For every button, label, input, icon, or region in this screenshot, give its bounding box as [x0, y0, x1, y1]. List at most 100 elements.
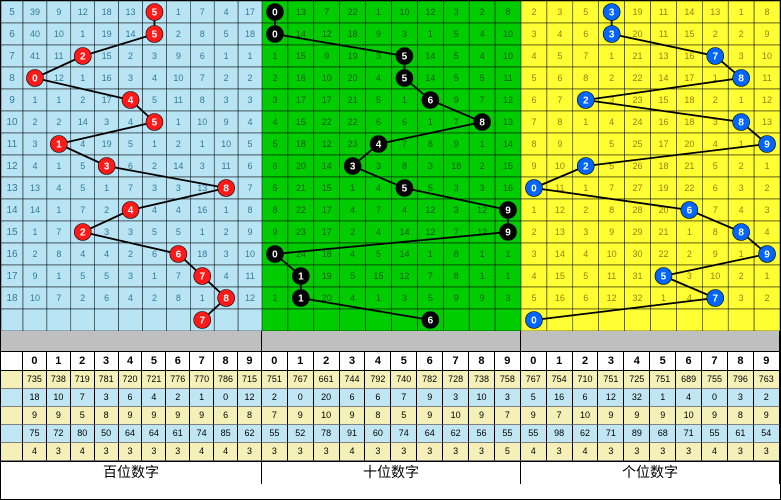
cell-value: 3	[428, 161, 433, 171]
cell-value: 1	[176, 7, 181, 17]
cell-value: 3	[557, 7, 562, 17]
cell-value: 8	[609, 205, 614, 215]
cell-value: 1	[272, 51, 277, 61]
cell-value: 16	[197, 205, 207, 215]
cell-value: 16	[296, 73, 306, 83]
tens-panel: 1372211012328141218931541011591931454102…	[262, 1, 521, 331]
stats-cell: 74	[391, 425, 417, 443]
cell-value: 9	[454, 293, 459, 303]
cell-value: 2	[32, 117, 37, 127]
cell-value: 6	[200, 51, 205, 61]
stats-cell: 3	[142, 443, 166, 461]
cell-value: 1	[506, 271, 511, 281]
stats-cell: 3	[166, 443, 190, 461]
stats-cell: 3	[119, 443, 143, 461]
cell-value: 19	[348, 51, 358, 61]
stats-cell: 6	[340, 389, 366, 407]
stats-cell: 8	[238, 407, 262, 425]
stats-row-1: 18107364210122020667931035166123214032	[1, 389, 780, 407]
stats-cell: 3	[47, 443, 71, 461]
cell-value: 26	[633, 161, 643, 171]
cell-value: 18	[684, 117, 694, 127]
stats-cell: 9	[754, 407, 780, 425]
cell-value: 1	[506, 249, 511, 259]
stats-cell: 0	[702, 389, 728, 407]
stats-cell: 12	[598, 389, 624, 407]
cell-value: 1	[739, 7, 744, 17]
cell-value: 2	[713, 95, 718, 105]
stats-cell: 6	[214, 407, 238, 425]
cell-value: 4	[128, 293, 133, 303]
stats-cell: 0	[214, 389, 238, 407]
cell-value: 3	[480, 183, 485, 193]
row-index: 6	[9, 29, 15, 40]
cell-value: 7	[248, 183, 253, 193]
stats-cell: 781	[95, 371, 119, 389]
stats-cell: 10	[443, 407, 469, 425]
cell-value: 8	[248, 205, 253, 215]
stats-cell: 796	[728, 371, 754, 389]
cell-value: 16	[555, 293, 565, 303]
cell-value: 10	[607, 249, 617, 259]
stats-cell: 7	[71, 389, 95, 407]
cell-value: 1	[480, 249, 485, 259]
cell-value: 3	[152, 183, 157, 193]
cell-value: 9	[454, 95, 459, 105]
cell-value: 11	[245, 271, 254, 281]
stats-cell: 72	[47, 425, 71, 443]
stats-cell: 5	[391, 407, 417, 425]
cell-value: 3	[531, 249, 536, 259]
cell-value: 6	[272, 161, 277, 171]
stats-cell: 689	[676, 371, 702, 389]
stats-row-3: 7572805064646174856255527891607464625655…	[1, 425, 780, 443]
cell-value: 12	[425, 7, 435, 17]
cell-value: 7	[200, 73, 205, 83]
stats-cell: 751	[262, 371, 288, 389]
stats-cell: 5	[71, 407, 95, 425]
cell-value: 5	[609, 139, 614, 149]
cell-value: 8	[583, 73, 588, 83]
cell-value: 12	[78, 7, 88, 17]
pick-digit: 8	[738, 118, 744, 129]
cell-value: 4	[56, 183, 61, 193]
stats-cell: 3	[288, 443, 314, 461]
cell-value: 1	[224, 51, 229, 61]
row-index: 13	[6, 183, 18, 194]
row-index: 7	[9, 51, 15, 62]
cell-value: 1	[687, 227, 692, 237]
stats-cell: 710	[573, 371, 599, 389]
cell-value: 6	[104, 293, 109, 303]
cell-value: 17	[322, 227, 332, 237]
cell-value: 1	[272, 293, 277, 303]
stats-cell: 4	[214, 443, 238, 461]
cell-value: 15	[555, 271, 565, 281]
pick-digit: 5	[152, 8, 158, 19]
stats-cell: 8	[365, 407, 391, 425]
cell-value: 7	[324, 7, 329, 17]
stats-cell: 8	[95, 407, 119, 425]
stats-cell: 3	[365, 443, 391, 461]
cell-value: 10	[30, 293, 40, 303]
header-digit: 5	[650, 351, 676, 371]
cell-value: 3	[454, 205, 459, 215]
stats-cell: 9	[650, 407, 676, 425]
cell-value: 2	[350, 227, 355, 237]
cell-value: 3	[583, 227, 588, 237]
cell-value: 1	[56, 95, 61, 105]
cell-value: 2	[272, 73, 277, 83]
cell-value: 1	[376, 7, 381, 17]
cell-value: 2	[176, 139, 181, 149]
stats-cell: 9	[702, 407, 728, 425]
cell-value: 6	[713, 183, 718, 193]
cell-value: 25	[633, 139, 643, 149]
stats-cell: 71	[676, 425, 702, 443]
cell-value: 10	[322, 73, 332, 83]
cell-value: 12	[607, 293, 617, 303]
cell-value: 22	[658, 249, 668, 259]
cell-value: 2	[32, 249, 37, 259]
stats-cell: 7	[262, 407, 288, 425]
cell-value: 21	[296, 183, 306, 193]
cell-value: 19	[102, 139, 112, 149]
cell-value: 1	[56, 161, 61, 171]
stats-cell: 98	[547, 425, 573, 443]
